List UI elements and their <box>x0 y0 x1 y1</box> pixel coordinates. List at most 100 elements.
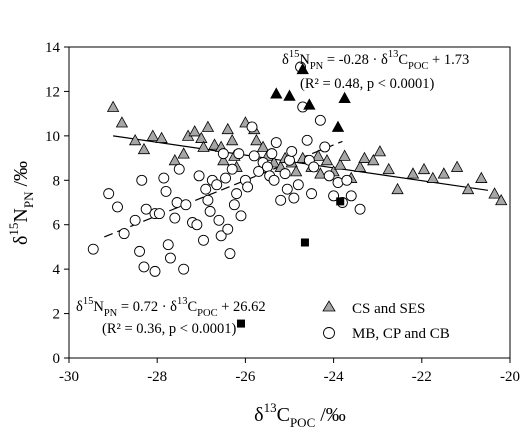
point-cs_ses <box>461 182 475 195</box>
y-title-main: δ <box>10 236 32 245</box>
point-cs_ses <box>168 153 182 166</box>
legend-triangle-marker <box>322 300 336 312</box>
point-mb_cp_cb <box>354 203 366 215</box>
point-mb_cp_cb <box>134 245 146 257</box>
point-mb_cp_cb <box>162 239 174 251</box>
point-mb_cp_cb <box>173 163 185 175</box>
equation-lower: δ15NPN = 0.72 · δ13CPOC + 26.62 <box>76 296 266 319</box>
point-mb_cp_cb <box>164 252 176 264</box>
y-tick-label: 8 <box>53 173 61 189</box>
point-mb_cp_cb <box>220 172 232 184</box>
point-mb_cp_cb <box>103 188 115 200</box>
x-axis-title: δ13CPOC /‰ <box>254 400 346 430</box>
point-mb_cp_cb <box>217 148 229 160</box>
point-mb_cp_cb <box>301 134 313 146</box>
y-tick-label: 14 <box>45 40 61 56</box>
point-mb_cp_cb <box>169 212 181 224</box>
legend-label-cs-ses: CS and SES <box>352 301 425 317</box>
point-mb_cp_cb <box>140 203 152 215</box>
point-cs_ses <box>197 140 210 152</box>
point-mb_cp_cb <box>136 174 148 186</box>
point-mb_cp_cb <box>118 228 130 240</box>
point-cs_ses <box>475 171 488 183</box>
point-black_triangles <box>331 120 345 132</box>
point-cs_ses <box>320 153 334 166</box>
point-mb_cp_cb <box>200 183 212 195</box>
point-cs_ses <box>426 171 440 183</box>
legend-label-mb-cp-cb: MB, CP and CB <box>352 326 450 342</box>
plot-frame <box>68 46 511 359</box>
point-mb_cp_cb <box>193 170 205 182</box>
x-title-sup: 13 <box>264 400 277 415</box>
point-cs_ses <box>221 122 234 135</box>
point-mb_cp_cb <box>224 248 236 260</box>
point-mb_cp_cb <box>332 177 344 188</box>
point-mb_cp_cb <box>266 148 278 160</box>
point-mb_cp_cb <box>160 185 172 197</box>
point-cs_ses <box>382 162 395 175</box>
point-cs_ses <box>391 182 404 195</box>
point-cs_ses <box>314 167 327 179</box>
point-mb_cp_cb <box>306 188 317 200</box>
point-mb_cp_cb <box>253 165 265 177</box>
point-mb_cp_cb <box>153 208 165 220</box>
point-mb_cp_cb <box>275 194 287 206</box>
point-cs_ses <box>311 149 325 161</box>
point-mb_cp_cb <box>226 163 238 175</box>
y-tick-label: 4 <box>53 262 61 278</box>
point-cs_ses <box>106 100 120 112</box>
point-black_triangles <box>270 87 283 99</box>
x-title-tail: /‰ <box>315 404 346 426</box>
x-tick-label: -24 <box>324 369 344 385</box>
legend: CS and SES MB, CP and CB <box>322 300 450 342</box>
data-points <box>87 61 508 328</box>
point-black_squares <box>236 319 245 328</box>
point-black_squares <box>300 238 309 247</box>
point-mb_cp_cb <box>204 205 216 217</box>
point-mb_cp_cb <box>198 234 209 246</box>
point-mb_cp_cb <box>158 172 170 184</box>
point-cs_ses <box>217 153 230 166</box>
point-mb_cp_cb <box>242 181 254 193</box>
point-mb_cp_cb <box>323 170 335 182</box>
point-cs_ses <box>225 133 239 146</box>
point-mb_cp_cb <box>180 199 192 211</box>
x-tick-label: -22 <box>412 369 432 385</box>
point-cs_ses <box>146 129 159 141</box>
point-mb_cp_cb <box>87 243 99 255</box>
y-tick-label: 10 <box>45 129 60 145</box>
point-mb_cp_cb <box>228 199 240 211</box>
point-mb_cp_cb <box>129 214 141 226</box>
point-mb_cp_cb <box>171 197 183 208</box>
x-title-mid: C <box>277 404 290 426</box>
point-mb_cp_cb <box>319 141 331 153</box>
x-tick-label: -28 <box>147 369 167 385</box>
point-cs_ses <box>155 131 168 143</box>
point-cs_ses <box>137 142 151 155</box>
x-tick-label: -26 <box>235 369 255 385</box>
point-cs_ses <box>437 167 451 179</box>
x-tick-label: -30 <box>59 369 79 385</box>
plot-area: -30 -28 -26 -24 -22 -20 0 2 4 6 8 10 12 14 <box>45 40 520 385</box>
point-cs_ses <box>367 153 380 166</box>
point-cs_ses <box>353 160 367 172</box>
point-cs_ses <box>495 193 508 206</box>
x-title-main: δ <box>254 404 263 426</box>
x-axis: -30 -28 -26 -24 -22 -20 <box>59 358 520 385</box>
point-cs_ses <box>417 162 431 175</box>
y-tick-label: 12 <box>45 84 60 100</box>
point-mb_cp_cb <box>345 190 357 202</box>
point-cs_ses <box>334 158 347 170</box>
point-cs_ses <box>450 160 464 172</box>
point-cs_ses <box>256 140 270 152</box>
point-mb_cp_cb <box>279 168 291 180</box>
equation-upper-stats: (R² = 0.48, p < 0.0001) <box>300 76 434 92</box>
point-cs_ses <box>208 138 221 150</box>
point-mb_cp_cb <box>308 161 320 173</box>
point-mb_cp_cb <box>248 150 260 162</box>
y-title-mid: N <box>10 208 32 222</box>
point-black_triangles <box>296 62 309 75</box>
point-mb_cp_cb <box>314 114 326 126</box>
point-mb_cp_cb <box>235 210 247 222</box>
